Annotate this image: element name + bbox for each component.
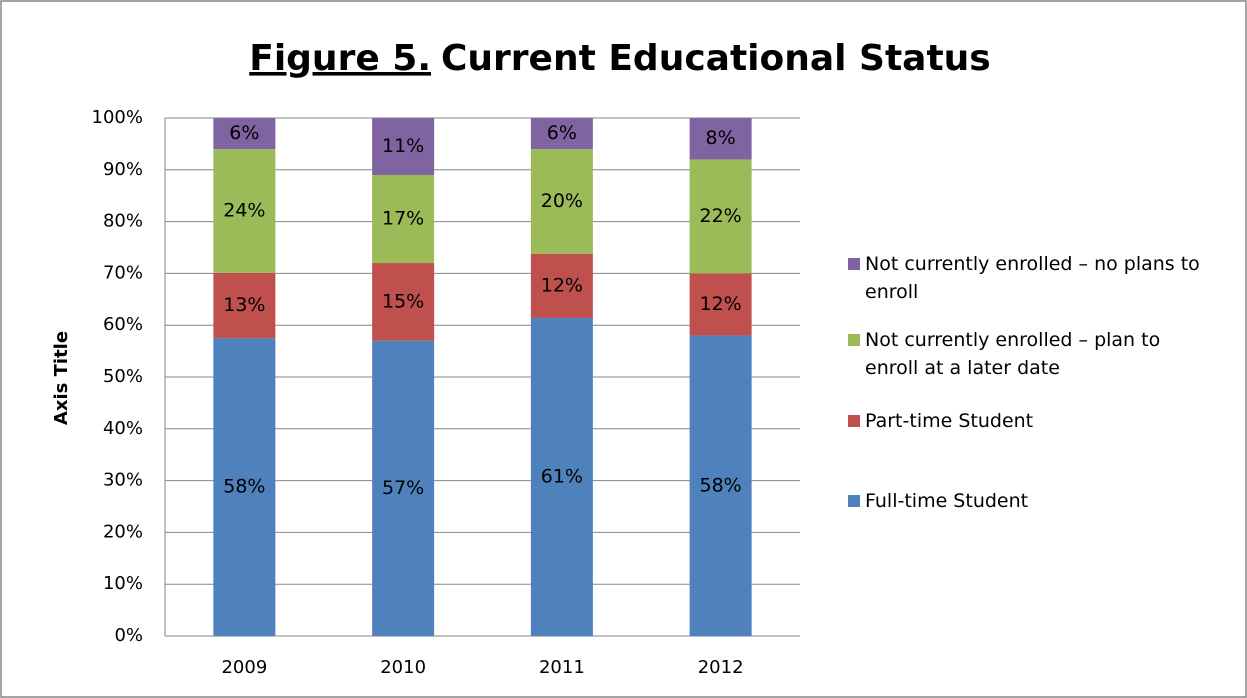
data-label: 11% xyxy=(382,135,424,157)
data-label: 20% xyxy=(541,190,583,212)
legend-item: Full-time Student xyxy=(848,487,1218,515)
y-tick-label: 40% xyxy=(103,418,143,439)
legend-swatch xyxy=(848,415,860,427)
bar-segment xyxy=(372,118,435,175)
data-label: 12% xyxy=(700,293,742,315)
x-tick-label: 2009 xyxy=(221,657,267,678)
bar-segment xyxy=(372,174,435,264)
legend-item: Not currently enrolled – no plans to enr… xyxy=(848,250,1218,306)
bar-segment xyxy=(689,335,752,636)
data-label: 22% xyxy=(700,205,742,227)
bar-segment xyxy=(530,317,593,636)
data-label: 12% xyxy=(541,274,583,296)
legend-swatch xyxy=(848,334,860,346)
title-prefix: Figure 5. xyxy=(249,38,431,79)
data-label: 58% xyxy=(223,476,265,498)
legend-item: Part-time Student xyxy=(848,407,1218,435)
y-tick-label: 0% xyxy=(114,625,143,646)
y-tick-label: 50% xyxy=(103,366,143,387)
legend-swatch xyxy=(848,258,860,270)
title-main: Current Educational Status xyxy=(441,38,991,79)
data-label: 57% xyxy=(382,477,424,499)
y-axis-title: Axis Title xyxy=(51,331,72,425)
data-label: 6% xyxy=(229,122,259,144)
legend-label: Not currently enrolled – no plans to enr… xyxy=(865,253,1200,303)
legend-label: Not currently enrolled – plan to enroll … xyxy=(865,329,1161,379)
chart-title: Figure 5. Current Educational Status xyxy=(249,38,991,79)
y-tick-label: 10% xyxy=(103,573,143,594)
data-label: 24% xyxy=(223,199,265,221)
data-label: 61% xyxy=(541,465,583,487)
bar-segment xyxy=(689,159,752,274)
data-label: 13% xyxy=(223,294,265,316)
data-label: 8% xyxy=(706,127,736,149)
legend-swatch xyxy=(848,495,860,507)
data-label: 58% xyxy=(700,474,742,496)
bar-segment xyxy=(530,253,593,318)
bar-segment xyxy=(372,340,435,636)
data-label: 15% xyxy=(382,290,424,312)
bar-segment xyxy=(213,118,276,150)
data-label: 17% xyxy=(382,208,424,230)
legend-label: Part-time Student xyxy=(865,410,1034,432)
x-tick-label: 2011 xyxy=(539,657,585,678)
y-tick-label: 70% xyxy=(103,262,143,283)
bar-segment xyxy=(530,149,593,254)
y-tick-label: 20% xyxy=(103,521,143,542)
bar-segment xyxy=(689,118,752,160)
x-tick-label: 2012 xyxy=(698,657,744,678)
legend-label: Full-time Student xyxy=(865,490,1029,512)
bar-segment xyxy=(213,149,276,273)
y-tick-label: 80% xyxy=(103,211,143,232)
y-tick-label: 60% xyxy=(103,314,143,335)
bar-segment xyxy=(689,273,752,336)
bar-segment xyxy=(372,263,435,341)
y-tick-label: 30% xyxy=(103,470,143,491)
bar-segment xyxy=(213,272,276,339)
bar-segment xyxy=(530,118,593,150)
bar-segment xyxy=(213,338,276,636)
legend-item: Not currently enrolled – plan to enroll … xyxy=(848,326,1218,382)
y-tick-label: 90% xyxy=(103,159,143,180)
x-tick-label: 2010 xyxy=(380,657,426,678)
y-tick-label: 100% xyxy=(92,107,143,128)
data-label: 6% xyxy=(547,122,577,144)
